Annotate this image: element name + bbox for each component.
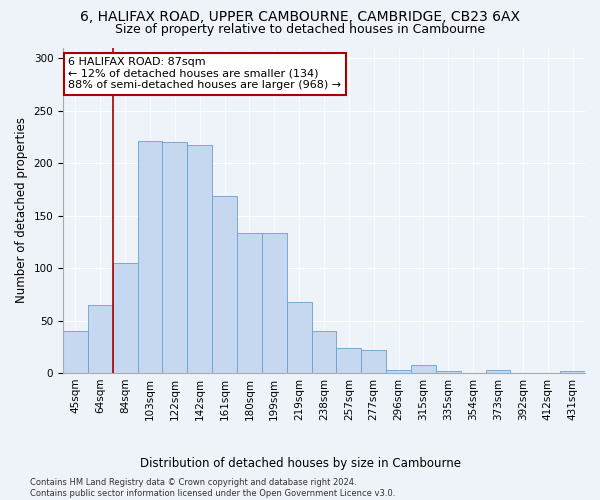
Bar [262, 234, 287, 373]
Bar [485, 370, 511, 373]
Bar [63, 331, 88, 373]
Text: 6, HALIFAX ROAD, UPPER CAMBOURNE, CAMBRIDGE, CB23 6AX: 6, HALIFAX ROAD, UPPER CAMBOURNE, CAMBRI… [80, 10, 520, 24]
Bar [212, 196, 237, 373]
Bar [163, 142, 187, 373]
Bar [237, 234, 262, 373]
Bar [560, 371, 585, 373]
Bar [287, 302, 311, 373]
Bar [386, 370, 411, 373]
Bar [337, 348, 361, 373]
Bar [311, 331, 337, 373]
Text: Size of property relative to detached houses in Cambourne: Size of property relative to detached ho… [115, 22, 485, 36]
Bar [411, 364, 436, 373]
Y-axis label: Number of detached properties: Number of detached properties [15, 118, 28, 304]
Text: Distribution of detached houses by size in Cambourne: Distribution of detached houses by size … [139, 458, 461, 470]
Bar [88, 305, 113, 373]
Bar [137, 141, 163, 373]
Bar [361, 350, 386, 373]
Bar [436, 371, 461, 373]
Bar [113, 263, 137, 373]
Text: 6 HALIFAX ROAD: 87sqm
← 12% of detached houses are smaller (134)
88% of semi-det: 6 HALIFAX ROAD: 87sqm ← 12% of detached … [68, 58, 341, 90]
Bar [187, 145, 212, 373]
Text: Contains HM Land Registry data © Crown copyright and database right 2024.
Contai: Contains HM Land Registry data © Crown c… [30, 478, 395, 498]
